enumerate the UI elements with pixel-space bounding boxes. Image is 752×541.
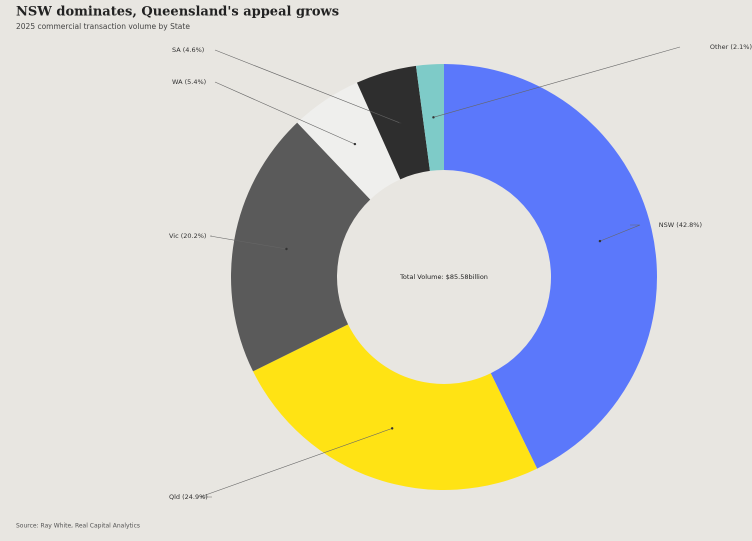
chart-subtitle: 2025 commercial transaction volume by St…: [16, 22, 190, 31]
donut-segment: [444, 64, 657, 469]
leader-line: [199, 428, 393, 498]
leader-dot: [390, 427, 394, 430]
segment-label: Qld (24.9%): [169, 493, 208, 501]
leader-line: [599, 224, 641, 242]
donut-segment: [253, 324, 538, 491]
leader-line: [214, 49, 401, 124]
chart-title: NSW dominates, Queensland's appeal grows: [16, 5, 339, 20]
segment-label: WA (5.4%): [172, 78, 206, 86]
donut-segment: [230, 122, 371, 372]
donut-segment: [415, 64, 444, 171]
leader-line: [433, 46, 681, 118]
leader-dot: [353, 142, 357, 146]
leader-dot: [399, 121, 402, 125]
center-label: Total Volume: $85.58billion: [399, 273, 488, 281]
donut-segment: [297, 82, 401, 200]
donut-segment: [356, 65, 430, 180]
leader-dot: [285, 247, 288, 251]
segment-label: Vic (20.2%): [169, 232, 206, 240]
segment-label: SA (4.6%): [172, 46, 204, 54]
segment-label: NSW (42.8%): [659, 221, 702, 229]
leader-line: [214, 81, 356, 145]
source: Source: Ray White, Real Capital Analytic…: [16, 523, 140, 530]
leader-line: [209, 235, 287, 250]
leader-dot: [432, 116, 435, 119]
leader-dot: [598, 239, 602, 243]
segment-label: Other (2.1%): [710, 43, 752, 51]
